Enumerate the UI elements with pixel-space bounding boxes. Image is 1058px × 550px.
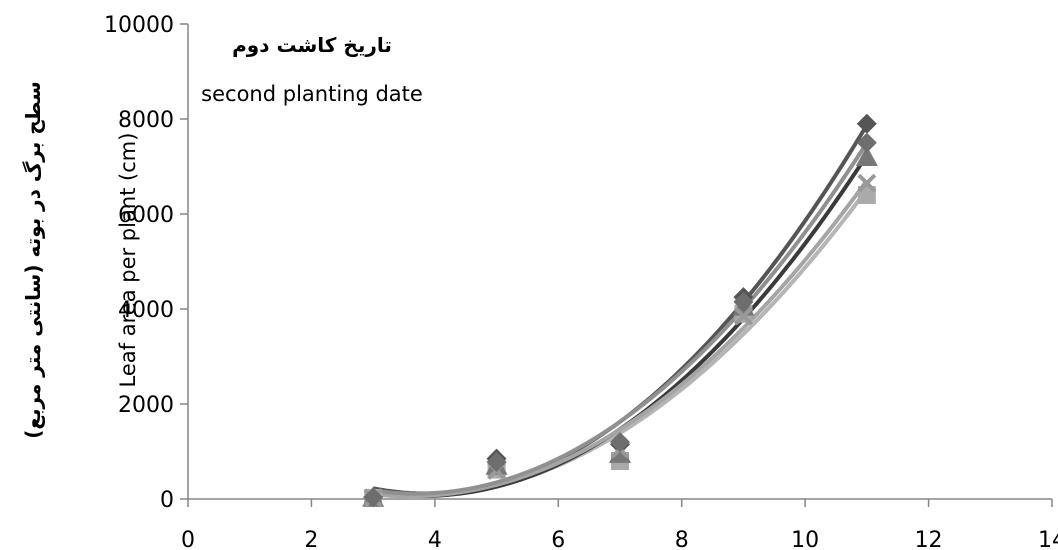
data-point-series-5 bbox=[486, 451, 507, 472]
y-tick-label: 8000 bbox=[118, 108, 174, 133]
x-tick-label: 2 bbox=[304, 528, 318, 550]
x-tick-label: 0 bbox=[181, 528, 195, 550]
data-point-series-4 bbox=[857, 173, 877, 193]
trend-line-series-5 bbox=[372, 141, 869, 496]
y-axis-label-fa: سطح برگ در بوته (سانتی متر مربع) bbox=[21, 81, 45, 439]
x-tick-label: 12 bbox=[915, 528, 943, 550]
data-point-series-4 bbox=[734, 306, 753, 326]
axes: 0 2000 4000 6000 8000 10000 0 2 4 6 8 10 12 14 bbox=[104, 13, 1058, 550]
y-tick-label: 10000 bbox=[104, 13, 174, 38]
chart-subtitle: second planting date bbox=[201, 82, 423, 106]
x-tick-label: 14 bbox=[1038, 528, 1058, 550]
chart-title: تاریخ کاشت دوم bbox=[232, 33, 392, 57]
data-points bbox=[362, 113, 878, 508]
x-tick-label: 6 bbox=[551, 528, 565, 550]
data-point-series-5 bbox=[610, 432, 630, 452]
data-point-series-1 bbox=[856, 113, 877, 134]
data-point-series-3 bbox=[609, 442, 631, 463]
data-point-series-5 bbox=[363, 487, 384, 508]
y-tick-label: 6000 bbox=[118, 203, 174, 228]
trend-line-series-4 bbox=[372, 179, 869, 499]
y-tick-label: 4000 bbox=[118, 298, 174, 323]
x-tick-label: 8 bbox=[675, 528, 689, 550]
data-point-series-5 bbox=[733, 291, 754, 312]
x-tick-label: 4 bbox=[428, 528, 442, 550]
data-point-series-2 bbox=[857, 186, 876, 204]
y-axis-label: Leaf area per plant (cm) bbox=[116, 133, 140, 388]
data-point-series-3 bbox=[855, 146, 878, 166]
data-point-series-5 bbox=[856, 132, 877, 153]
y-tick-label: 2000 bbox=[118, 393, 174, 418]
x-tick-label: 10 bbox=[791, 528, 819, 550]
y-tick-label: 0 bbox=[160, 488, 174, 513]
